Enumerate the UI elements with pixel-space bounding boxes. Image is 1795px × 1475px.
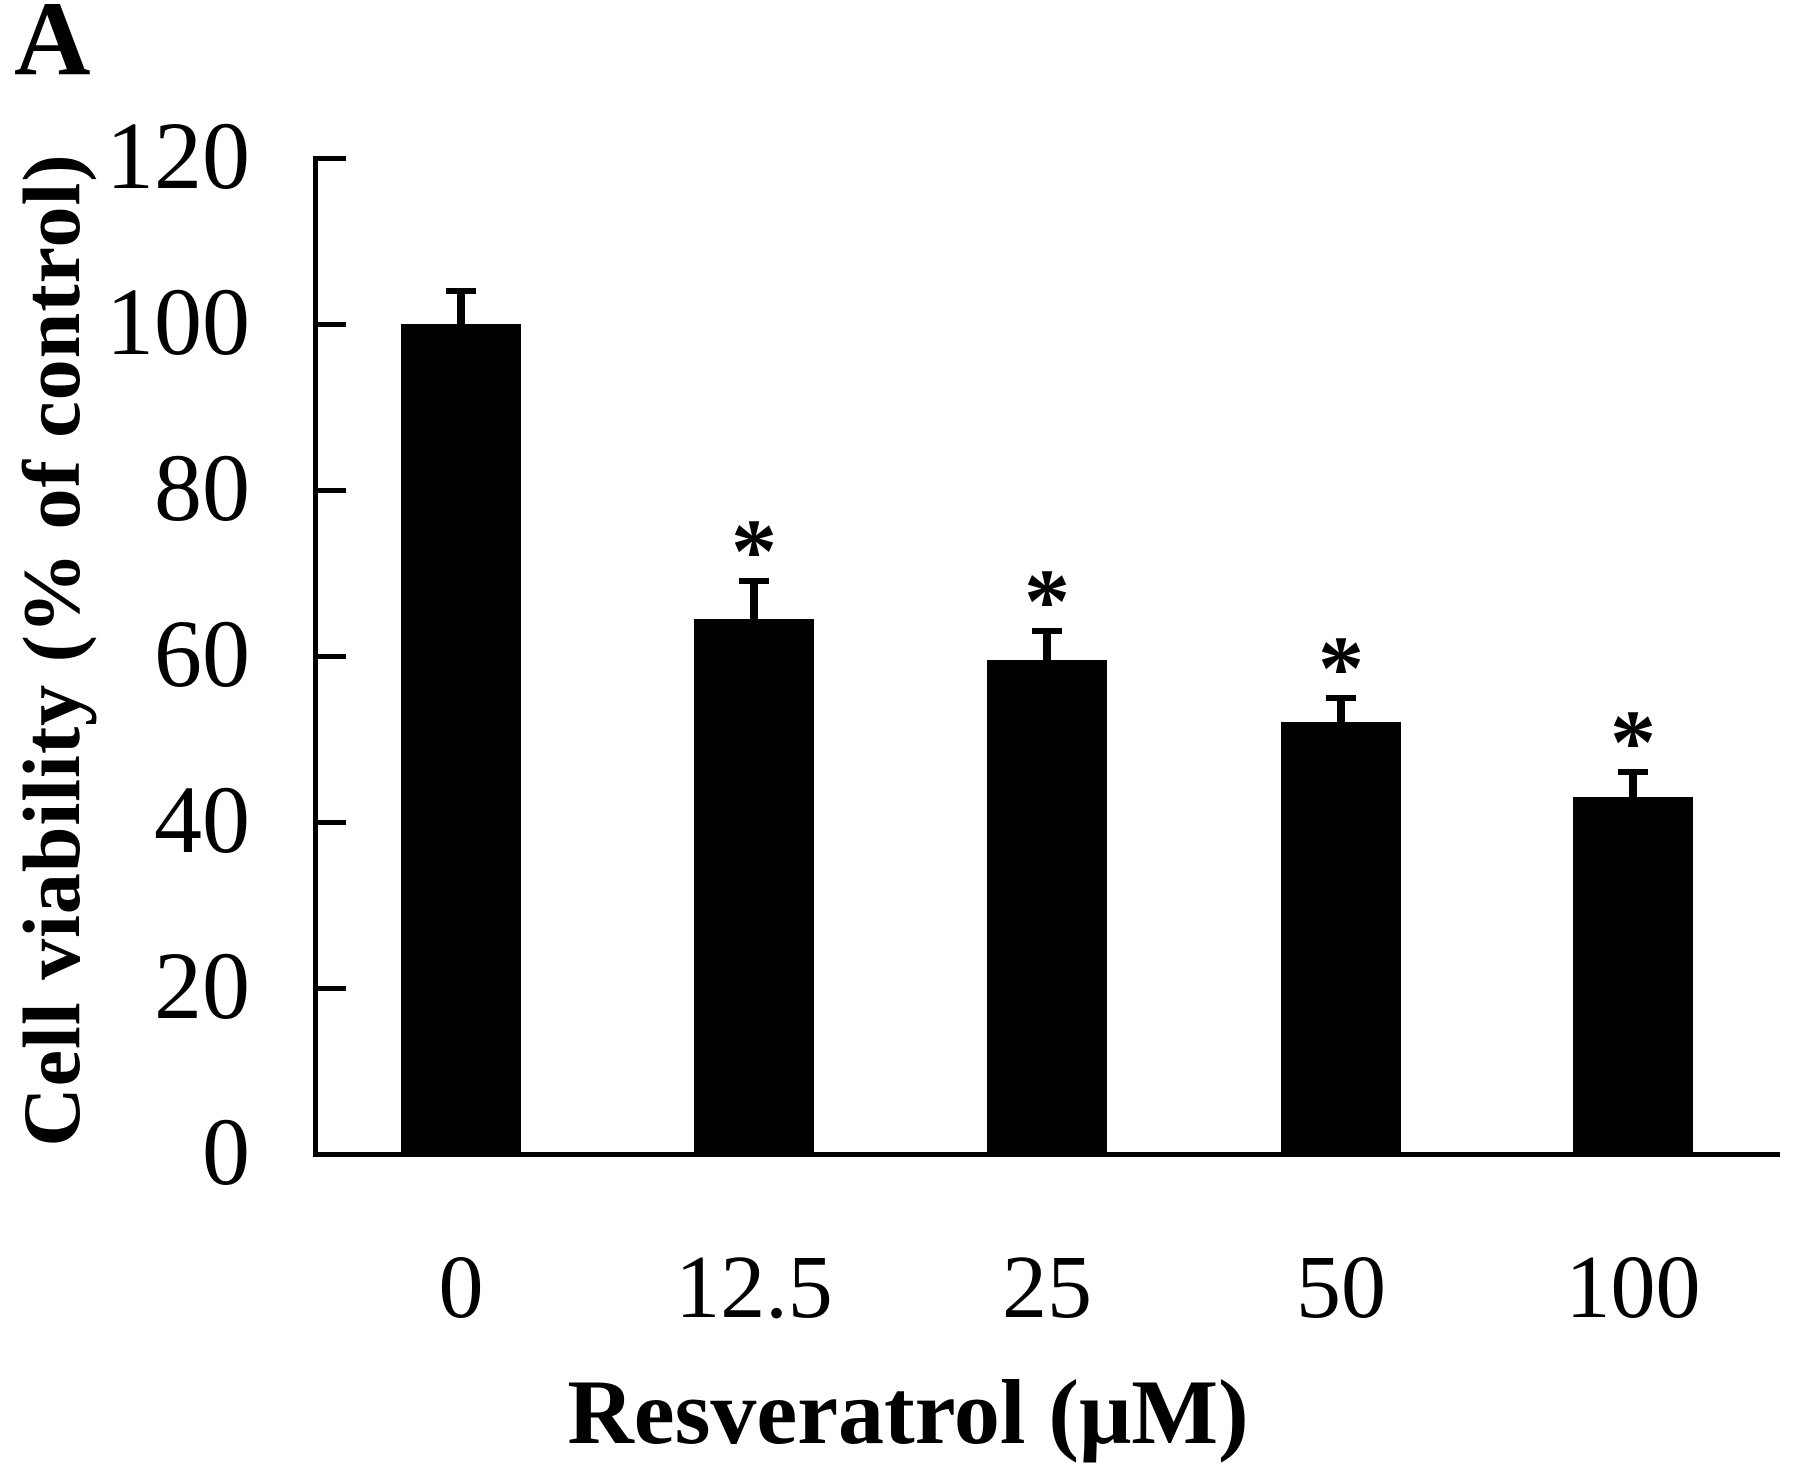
y-tick-label: 120 xyxy=(106,102,250,210)
bar xyxy=(1573,797,1693,1156)
bar xyxy=(401,324,521,1156)
y-tick-label: 0 xyxy=(202,1098,250,1206)
x-axis-title: Resveratrol (μM) xyxy=(567,1361,1249,1463)
bar xyxy=(1281,722,1401,1156)
error-bar-line xyxy=(457,290,465,330)
x-tick-label: 0 xyxy=(438,1238,484,1337)
error-bar-cap xyxy=(1032,628,1062,635)
error-bar-line xyxy=(1043,631,1051,667)
error-bar-line xyxy=(750,581,758,625)
x-tick-label: 50 xyxy=(1296,1238,1386,1337)
y-tick-mark xyxy=(318,155,346,161)
error-bar-cap xyxy=(1326,694,1356,701)
significance-asterisk: * xyxy=(731,500,777,603)
error-bar-cap xyxy=(446,287,476,294)
y-tick-label: 20 xyxy=(154,932,250,1040)
y-tick-mark xyxy=(318,321,346,327)
panel-label: A xyxy=(14,0,91,97)
y-tick-mark xyxy=(318,985,346,991)
y-tick-label: 60 xyxy=(154,600,250,708)
x-tick-label: 100 xyxy=(1565,1238,1701,1337)
y-tick-mark xyxy=(318,819,346,825)
error-bar-line xyxy=(1337,697,1345,729)
y-tick-label: 80 xyxy=(154,434,250,542)
y-tick-label: 40 xyxy=(154,766,250,874)
error-bar-cap xyxy=(739,578,769,585)
bar xyxy=(987,660,1107,1156)
y-tick-mark xyxy=(318,653,346,659)
significance-asterisk: * xyxy=(1318,616,1364,719)
y-tick-label: 100 xyxy=(106,268,250,376)
error-bar-line xyxy=(1629,772,1637,804)
y-axis-line xyxy=(313,156,318,1157)
significance-asterisk: * xyxy=(1610,691,1656,794)
x-tick-label: 25 xyxy=(1002,1238,1092,1337)
x-tick-label: 12.5 xyxy=(675,1238,833,1337)
bar xyxy=(694,618,814,1156)
significance-asterisk: * xyxy=(1024,550,1070,653)
error-bar-cap xyxy=(1618,769,1648,776)
y-tick-mark xyxy=(318,487,346,493)
